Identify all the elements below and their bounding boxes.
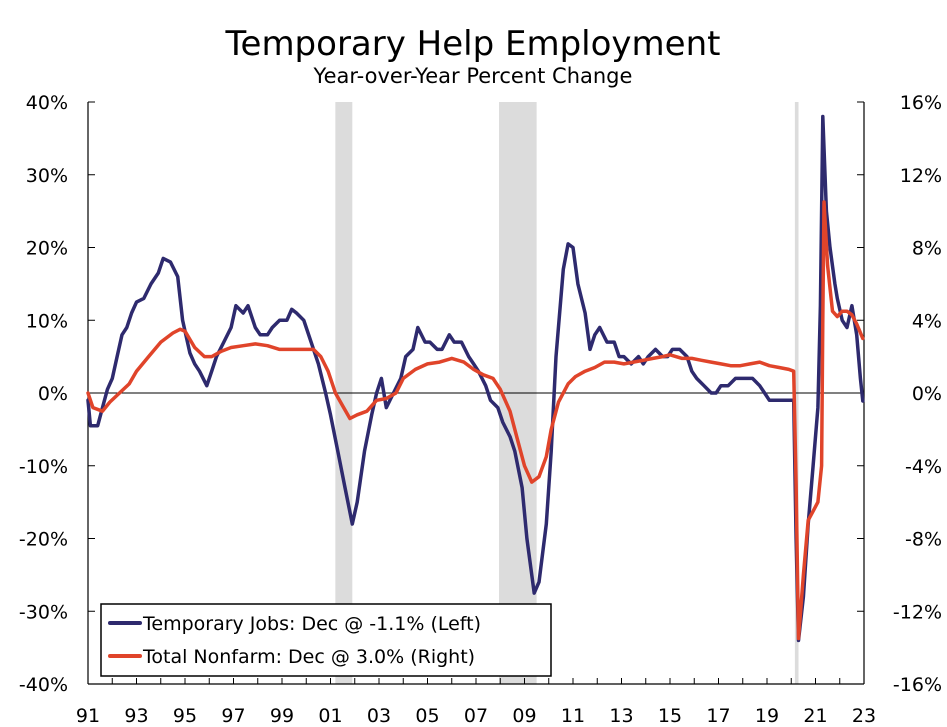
- x-tick-label: 07: [464, 705, 488, 727]
- y-left-tick-label: 20%: [26, 238, 68, 260]
- y-right-tick-label: 8%: [912, 238, 942, 260]
- x-tick-label: 03: [367, 705, 391, 727]
- x-tick-label: 05: [415, 705, 439, 727]
- x-tick-label: 99: [270, 705, 294, 727]
- series-line-total-nonfarm: [86, 200, 865, 641]
- x-tick-label: 93: [124, 705, 148, 727]
- x-tick-label: 19: [755, 705, 779, 727]
- y-left-tick-label: 40%: [26, 92, 68, 114]
- y-right-tick-label: 4%: [912, 310, 942, 332]
- legend-label-temporary-jobs: Temporary Jobs: Dec @ -1.1% (Left): [142, 613, 481, 635]
- y-left-tick-label: -20%: [19, 529, 68, 551]
- y-left-tick-label: 30%: [26, 165, 68, 187]
- axes: [87, 101, 865, 685]
- x-tick-label: 21: [803, 705, 827, 727]
- y-left-tick-label: 0%: [38, 383, 68, 405]
- y-left-tick-label: -10%: [19, 456, 68, 478]
- y-right-tick-label: -12%: [893, 601, 942, 623]
- y-right-tick-label: -16%: [893, 674, 942, 696]
- series-line-temporary-jobs: [86, 114, 865, 643]
- y-right-tick-label: 0%: [912, 383, 942, 405]
- y-left-tick-label: 10%: [26, 310, 68, 332]
- x-tick-label: 97: [221, 705, 245, 727]
- y-right-tick-label: -8%: [905, 529, 942, 551]
- x-tick-label: 09: [512, 705, 536, 727]
- x-tick-label: 23: [852, 705, 876, 727]
- x-tick-label: 13: [609, 705, 633, 727]
- y-right-tick-label: 12%: [900, 165, 942, 187]
- legend: Temporary Jobs: Dec @ -1.1% (Left) Total…: [100, 603, 552, 677]
- x-tick-label: 17: [706, 705, 730, 727]
- chart-title: Temporary Help Employment: [225, 24, 721, 64]
- legend-label-total-nonfarm: Total Nonfarm: Dec @ 3.0% (Right): [142, 646, 475, 668]
- x-tick-label: 95: [173, 705, 197, 727]
- y-left-tick-label: -30%: [19, 601, 68, 623]
- y-right-tick-label: -4%: [905, 456, 942, 478]
- x-tick-label: 11: [561, 705, 585, 727]
- x-tick-label: 01: [318, 705, 342, 727]
- x-tick-label: 15: [658, 705, 682, 727]
- x-tick-label: 91: [76, 705, 100, 727]
- series-lines: [86, 114, 865, 643]
- legend-box: [100, 603, 552, 677]
- y-right-tick-label: 16%: [900, 92, 942, 114]
- y-left-tick-label: -40%: [19, 674, 68, 696]
- tick-labels: 40% 30% 20% 10% 0% -10% -20% -30% -40% 16% 12% 8% 4%…: [19, 92, 942, 727]
- chart-subtitle: Year-over-Year Percent Change: [313, 64, 633, 88]
